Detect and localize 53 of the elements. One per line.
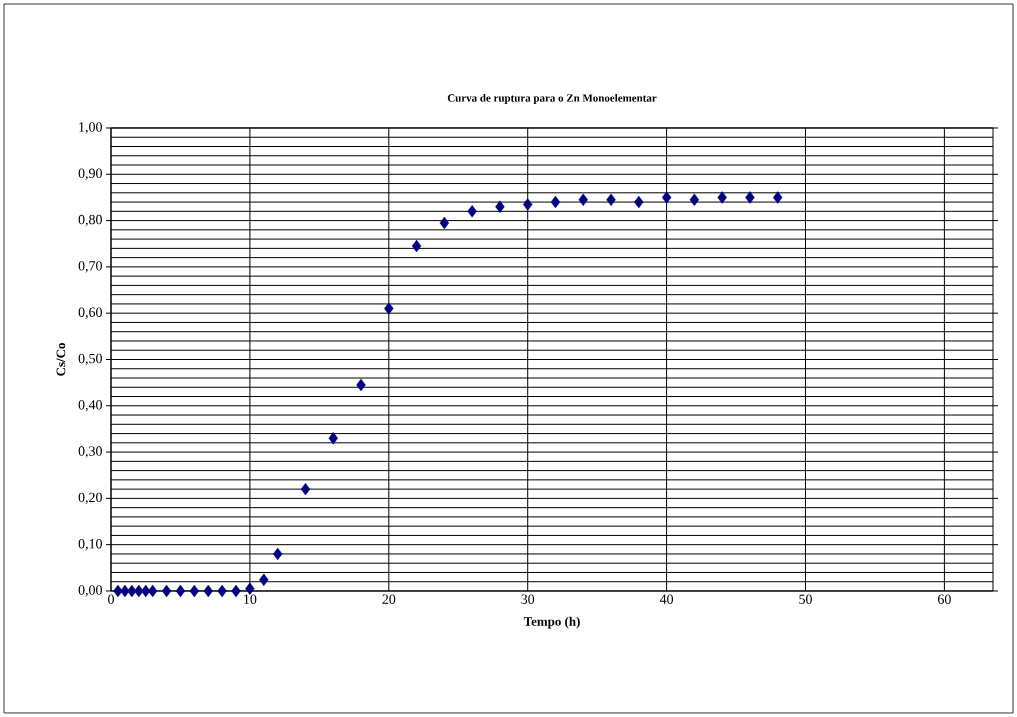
chart-title: Curva de ruptura para o Zn Monoelementar	[447, 94, 657, 104]
y-tick-label: 0,40	[78, 400, 102, 412]
y-tick-label: 0,50	[78, 353, 102, 366]
point	[259, 573, 269, 587]
point	[523, 198, 533, 211]
x-tick-label: 10	[244, 594, 257, 604]
y-tick-label: 1,00	[79, 122, 102, 134]
y-tick-label: 0,30	[78, 446, 102, 458]
point	[634, 195, 644, 209]
y-axis-title: Cs/Co	[56, 343, 66, 376]
y-tick-label: 0,80	[78, 214, 102, 227]
point	[300, 482, 311, 496]
point	[175, 584, 186, 598]
point	[745, 191, 755, 204]
point	[661, 191, 672, 204]
point	[384, 302, 394, 315]
point	[495, 200, 505, 213]
point	[189, 584, 200, 598]
point	[356, 378, 366, 392]
point	[328, 431, 338, 445]
x-tick-label: 50	[799, 594, 812, 604]
point	[147, 584, 158, 598]
point	[606, 193, 616, 206]
point	[203, 584, 213, 598]
point	[689, 193, 700, 206]
y-tick-label: 0,60	[78, 307, 102, 319]
point	[231, 584, 241, 598]
y-tick-label: 0,20	[78, 492, 102, 505]
y-tick-label: 0,10	[78, 538, 102, 551]
point	[550, 195, 561, 209]
x-tick-label: 60	[938, 594, 951, 604]
x-tick-label: 0	[108, 594, 114, 604]
point	[439, 216, 450, 230]
point	[717, 191, 727, 204]
point	[134, 584, 144, 598]
y-tick-label: 0,70	[78, 261, 102, 273]
point	[120, 584, 130, 598]
point	[245, 582, 255, 595]
point	[411, 239, 422, 253]
point	[467, 205, 477, 218]
point	[127, 584, 137, 598]
x-tick-label: 40	[659, 594, 674, 604]
point	[773, 191, 783, 204]
point	[217, 584, 227, 598]
point	[161, 584, 172, 598]
x-axis-title: Tempo (h)	[523, 616, 580, 629]
x-tick-label: 20	[382, 594, 396, 604]
x-tick-label: 30	[521, 594, 535, 604]
y-tick-label: 0,90	[78, 168, 102, 180]
point	[113, 584, 123, 598]
point	[578, 193, 588, 206]
point	[272, 547, 283, 561]
y-tick-label: 0,00	[78, 585, 102, 597]
